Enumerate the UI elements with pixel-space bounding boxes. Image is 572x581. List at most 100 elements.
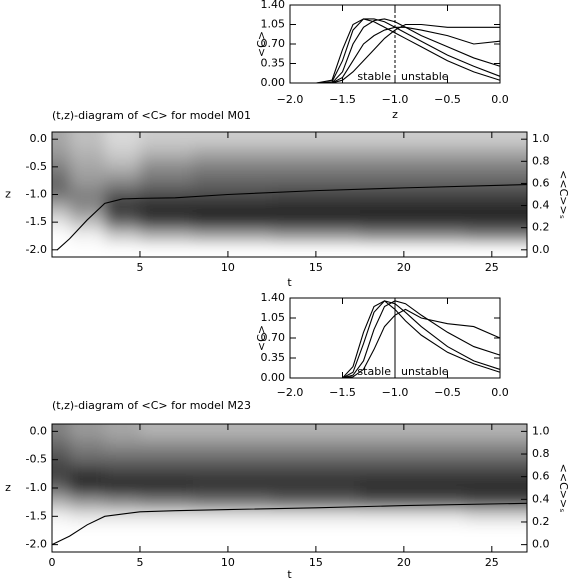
y-tick-label: -0.5 <box>26 453 47 466</box>
y-tick-label: 0.0 <box>30 132 48 145</box>
heatmap-cell <box>271 466 361 482</box>
y-tick-label: -1.0 <box>26 188 47 201</box>
heatmap-cell <box>52 466 71 482</box>
heatmap-cell <box>69 229 106 244</box>
heatmap-cell <box>271 424 361 439</box>
y2-tick-label: 0.4 <box>532 199 550 212</box>
heatmap-cell <box>52 509 71 524</box>
heatmap-cell <box>465 480 527 496</box>
heatmap-cell <box>52 201 71 216</box>
heatmap-cell <box>69 201 106 216</box>
y-tick-label: 0.35 <box>261 57 286 70</box>
y2-tick-label: 0.8 <box>532 447 550 460</box>
heatmap-cell <box>465 438 527 454</box>
heatmap-cell <box>69 242 106 257</box>
profile-line <box>290 18 501 84</box>
mean-line <box>56 183 528 251</box>
heatmap-cell <box>52 242 71 257</box>
x-axis-label: t <box>287 276 292 289</box>
heatmap-cell <box>139 159 194 175</box>
heatmap-cell <box>465 132 527 147</box>
y-tick-label: 0.70 <box>261 331 286 344</box>
x-tick-label: 10 <box>221 556 235 569</box>
heatmap-cells <box>52 424 527 552</box>
y-tick-label: 0.70 <box>261 37 286 50</box>
heatmap-cell <box>139 495 194 510</box>
heatmap-cell <box>104 495 141 510</box>
heatmap-cell <box>104 229 141 244</box>
x-tick-label: 25 <box>485 261 499 274</box>
y-axis-label: z <box>5 481 11 494</box>
heatmap-cell <box>192 438 273 454</box>
profile-line <box>290 18 501 84</box>
heatmap-cell <box>139 523 194 539</box>
x-tick-label: −1.5 <box>329 386 356 399</box>
y-tick-label: -1.0 <box>26 481 47 494</box>
heatmap-cell <box>139 229 194 244</box>
y2-tick-label: 1.0 <box>532 132 550 145</box>
heatmap-cell <box>271 229 361 244</box>
heatmap-cell <box>271 173 361 189</box>
heatmap-cell <box>69 537 106 552</box>
heatmap-cell <box>465 523 527 539</box>
chart-title: (t,z)-diagram of <C> for model M23 <box>52 399 251 412</box>
heatmap-cell <box>271 438 361 454</box>
heatmap-cell <box>359 215 466 230</box>
heatmap-cell <box>271 537 361 552</box>
heatmap-cell <box>139 173 194 189</box>
y2-tick-label: 0.0 <box>532 538 550 551</box>
heatmap-cell <box>271 242 361 257</box>
heatmap-cell <box>52 215 71 230</box>
y2-tick-label: 0.2 <box>532 221 550 234</box>
heatmap-cell <box>271 495 361 510</box>
y-axis-label: <C> <box>255 31 268 57</box>
mean-line <box>51 502 528 546</box>
x-axis-label: z <box>392 108 398 121</box>
heatmap-cell <box>104 509 141 524</box>
heatmap-cell <box>104 466 141 482</box>
heatmap-cell <box>69 132 106 147</box>
heatmap-cell <box>465 466 527 482</box>
heatmap-cell <box>465 146 527 161</box>
heatmap <box>52 132 527 257</box>
heatmap-cell <box>52 173 71 189</box>
annotation: stable <box>357 70 391 83</box>
heatmap-cell <box>271 132 361 147</box>
heatmap-cell <box>104 159 141 175</box>
y-tick-label: 0.0 <box>30 424 48 437</box>
heatmap-cell <box>104 132 141 147</box>
heatmap-cell <box>465 495 527 510</box>
heatmap-cell <box>359 424 466 439</box>
heatmap-cell <box>465 215 527 230</box>
heatmap-cell <box>192 466 273 482</box>
heatmap-cell <box>104 452 141 468</box>
heatmap-cell <box>104 424 141 439</box>
y2-axis-label: <<C>>ₛ <box>557 464 570 513</box>
x-tick-label: 5 <box>136 556 143 569</box>
y2-tick-label: 0.4 <box>532 492 550 505</box>
x-tick-label: −2.0 <box>277 386 304 399</box>
heatmap-cell <box>465 201 527 216</box>
heatmap-cell <box>271 159 361 175</box>
heatmap-cell <box>104 146 141 161</box>
heatmap-cell <box>139 480 194 496</box>
heatmap-cell <box>192 201 273 216</box>
y-tick-label: 1.05 <box>261 18 286 31</box>
heatmap-cell <box>359 159 466 175</box>
y2-tick-label: 0.0 <box>532 243 550 256</box>
heatmap-cell <box>139 132 194 147</box>
heatmap-cell <box>359 523 466 539</box>
heatmap-cell <box>69 509 106 524</box>
heatmap-cell <box>465 509 527 524</box>
heatmap-cell <box>271 215 361 230</box>
y-tick-label: -2.0 <box>26 243 47 256</box>
heatmap-cell <box>465 229 527 244</box>
annotation: unstable <box>401 70 449 83</box>
heatmap-cell <box>139 466 194 482</box>
heatmap-cell <box>69 466 106 482</box>
heatmap-cell <box>192 523 273 539</box>
x-tick-label: 0 <box>49 556 56 569</box>
heatmap-cell <box>465 159 527 175</box>
heatmap-cell <box>192 173 273 189</box>
x-tick-label: 5 <box>136 261 143 274</box>
